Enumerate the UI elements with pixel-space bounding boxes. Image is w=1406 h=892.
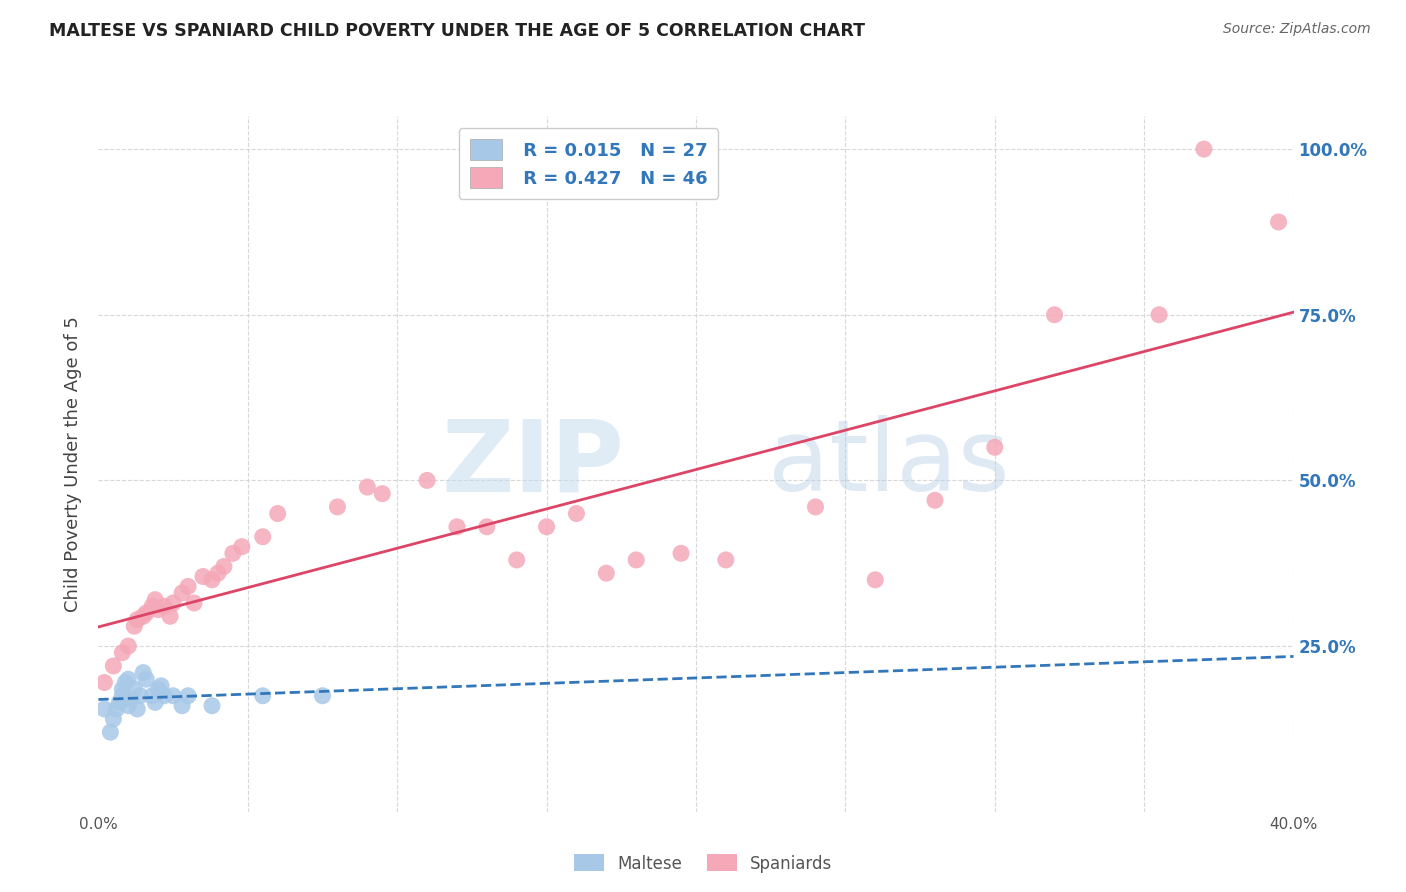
Point [183,596,205,610]
Point [804,500,827,514]
Point [143,592,166,607]
Legend: Maltese, Spaniards: Maltese, Spaniards [567,847,839,880]
Point [141,689,163,703]
Point [143,695,166,709]
Point [1147,308,1170,322]
Point [117,698,139,713]
Legend:  R = 0.015   N = 27,  R = 0.427   N = 46: R = 0.015 N = 27, R = 0.427 N = 46 [458,128,718,199]
Point [114,675,136,690]
Point [98,725,122,739]
Point [1043,308,1066,322]
Point [201,573,224,587]
Point [148,602,170,616]
Point [162,689,184,703]
Point [356,480,378,494]
Point [150,679,173,693]
Point [1192,142,1215,156]
Point [626,553,648,567]
Point [111,682,134,697]
Point [446,520,468,534]
Text: MALTESE VS SPANIARD CHILD POVERTY UNDER THE AGE OF 5 CORRELATION CHART: MALTESE VS SPANIARD CHILD POVERTY UNDER … [49,22,865,40]
Point [311,689,333,703]
Point [416,474,439,488]
Point [231,540,253,554]
Point [103,712,125,726]
Point [595,566,617,581]
Point [172,586,194,600]
Point [124,619,146,633]
Point [108,695,131,709]
Point [103,659,125,673]
Point [565,507,588,521]
Point [475,520,498,534]
Point [924,493,946,508]
Point [159,609,181,624]
Point [326,500,349,514]
Y-axis label: Child Poverty Under the Age of 5: Child Poverty Under the Age of 5 [63,316,82,612]
Point [1267,215,1289,229]
Text: Source: ZipAtlas.com: Source: ZipAtlas.com [1223,22,1371,37]
Point [141,599,163,614]
Point [135,672,157,686]
Text: atlas: atlas [768,416,1010,512]
Point [135,606,157,620]
Point [162,596,184,610]
Point [148,682,170,697]
Point [201,698,224,713]
Point [222,546,245,560]
Point [127,613,149,627]
Point [536,520,558,534]
Point [111,689,134,703]
Point [212,559,235,574]
Point [117,639,139,653]
Point [132,609,155,624]
Point [153,689,176,703]
Point [267,507,290,521]
Point [984,440,1007,454]
Point [714,553,737,567]
Point [153,599,176,614]
Point [865,573,887,587]
Point [177,579,200,593]
Point [177,689,200,703]
Point [120,692,142,706]
Point [506,553,529,567]
Point [132,665,155,680]
Point [124,682,146,697]
Point [371,486,394,500]
Point [105,702,128,716]
Point [669,546,692,560]
Point [191,569,214,583]
Point [129,689,152,703]
Point [117,672,139,686]
Point [207,566,229,581]
Point [172,698,194,713]
Point [93,702,115,716]
Point [111,646,134,660]
Text: ZIP: ZIP [441,416,624,512]
Point [93,675,115,690]
Point [252,689,274,703]
Point [127,702,149,716]
Point [252,530,274,544]
